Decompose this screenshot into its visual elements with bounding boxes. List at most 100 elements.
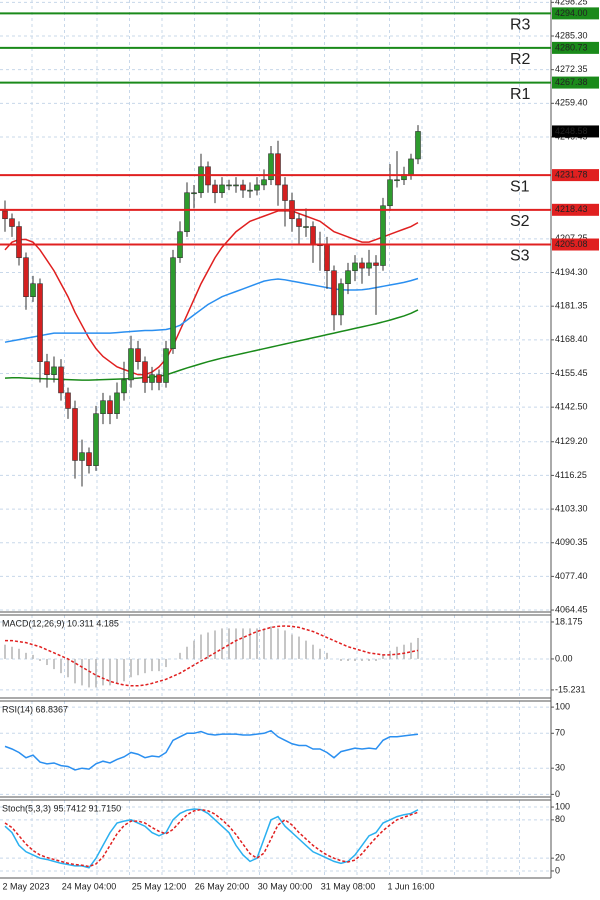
candle-body [107, 400, 113, 414]
y-tick-label: 4155.45 [555, 368, 588, 378]
level-name: R2 [510, 51, 531, 68]
candle-body [156, 374, 162, 383]
candle-body [135, 348, 141, 362]
candle-body [51, 366, 57, 375]
candle-body [9, 218, 15, 227]
candle-body [324, 244, 330, 272]
y-tick-label: 4181.35 [555, 301, 588, 311]
indicator-line [4, 808, 419, 869]
level-price-box [552, 169, 599, 182]
y-tick-label: 4207.25 [555, 233, 588, 243]
level-price-box [552, 41, 599, 54]
candle-body [310, 226, 316, 246]
candle-body [268, 153, 274, 181]
candle-body [2, 210, 8, 220]
y-tick-label: 4194.30 [555, 267, 588, 277]
level-price-box [552, 203, 599, 216]
candle-body [16, 226, 22, 259]
candle-body [149, 374, 155, 383]
y-tick-label: 0.00 [555, 653, 573, 663]
candle-body [338, 283, 344, 316]
level-price-label: 4205.08 [555, 239, 588, 249]
candle-body [170, 257, 176, 349]
y-tick-label: 4259.40 [555, 98, 588, 108]
candle-body [373, 262, 379, 266]
candle-body [79, 452, 85, 461]
candle-body [86, 452, 92, 466]
level-name: R1 [510, 86, 531, 103]
candle-body [37, 283, 43, 362]
candle-body [212, 184, 218, 194]
candle-body [65, 392, 71, 409]
level-price-label: 4267.38 [555, 77, 588, 87]
candle-body [240, 184, 246, 191]
level-name: R3 [510, 17, 531, 34]
y-tick-label: 4064.45 [555, 604, 588, 614]
candle-body [226, 184, 232, 187]
candle-body [198, 166, 204, 194]
candle-body [114, 392, 120, 414]
x-tick-label: 24 May 04:00 [62, 881, 117, 891]
level-price-box [552, 76, 599, 89]
candle-body [30, 283, 36, 298]
candle-body [23, 257, 29, 298]
panel-title: RSI(14) 68.8367 [2, 704, 68, 714]
level-price-box [552, 7, 599, 20]
level-price-label: 4231.78 [555, 169, 588, 179]
candle-body [359, 262, 365, 269]
candle-body [142, 361, 148, 383]
y-tick-label: 0 [555, 865, 560, 875]
last-price-box [552, 125, 599, 138]
y-tick-label: 70 [555, 728, 565, 738]
y-tick-label: 80 [555, 814, 565, 824]
candle-body [415, 131, 421, 160]
level-name: S2 [510, 213, 530, 230]
indicator-line [4, 277, 419, 343]
candle-body [345, 270, 351, 285]
indicator-line [4, 210, 419, 376]
candle-body [121, 379, 127, 394]
last-price-label: 4248.58 [555, 126, 588, 136]
x-tick-label: 26 May 20:00 [195, 881, 250, 891]
y-tick-label: 30 [555, 763, 565, 773]
y-tick-label: 4168.40 [555, 334, 588, 344]
y-tick-label: 4103.30 [555, 503, 588, 513]
candle-body [233, 184, 239, 187]
y-tick-label: 4285.30 [555, 30, 588, 40]
candle-body [303, 226, 309, 228]
candle-body [352, 262, 358, 272]
indicator-line [4, 729, 419, 771]
y-tick-label: 100 [555, 701, 570, 711]
level-price-label: 4294.00 [555, 8, 588, 18]
candle-body [296, 218, 302, 227]
y-tick-label: 18.175 [555, 616, 583, 626]
level-name: S3 [510, 248, 530, 265]
candle-body [366, 262, 372, 269]
candle-body [394, 179, 400, 182]
level-price-label: 4218.43 [555, 204, 588, 214]
indicator-line [4, 309, 419, 381]
candle-body [184, 192, 190, 233]
candle-body [72, 408, 78, 461]
y-tick-label: 4142.50 [555, 402, 588, 412]
y-tick-label: 4090.35 [555, 537, 588, 547]
panel-title: MACD(12,26,9) 10.311 4.185 [2, 618, 119, 628]
candle-body [408, 158, 414, 175]
level-price-label: 4280.73 [555, 42, 588, 52]
candle-body [282, 184, 288, 201]
candle-body [247, 189, 253, 192]
x-tick-label: 31 May 08:00 [321, 881, 376, 891]
indicator-line [4, 808, 419, 868]
candle-body [331, 270, 337, 316]
candle-body [44, 361, 50, 375]
x-tick-label: 2 May 2023 [2, 881, 49, 891]
candle-body [93, 413, 99, 466]
y-tick-label: 4298.25 [555, 0, 588, 7]
x-tick-label: 25 May 12:00 [132, 881, 187, 891]
y-tick-label: -15.231 [555, 684, 586, 694]
candle-body [128, 348, 134, 381]
y-tick-label: 100 [555, 801, 570, 811]
x-tick-label: 30 May 00:00 [258, 881, 313, 891]
